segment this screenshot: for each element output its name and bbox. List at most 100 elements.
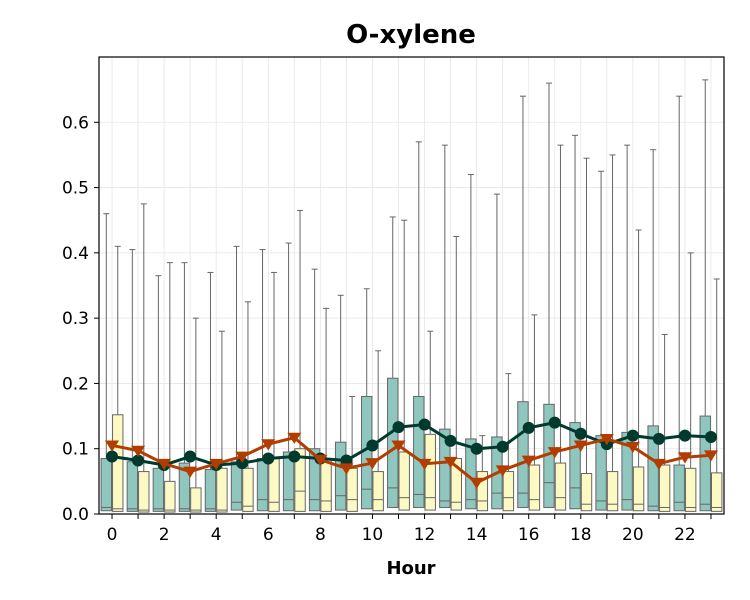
box-series0-hour2: [152, 275, 165, 512]
boxplots: [100, 79, 723, 513]
mean-point-series0: [418, 418, 431, 431]
mean-point-series0: [184, 450, 197, 463]
mean-point-series0: [392, 421, 405, 434]
box: [424, 433, 436, 511]
box-series0-hour4: [204, 271, 217, 512]
x-tick-label: 18: [570, 525, 592, 545]
mean-point-series1: [495, 465, 510, 477]
mean-point-series0: [366, 439, 379, 452]
mean-line-series1: [111, 436, 712, 485]
x-tick-label: 14: [466, 525, 488, 545]
box-series1-hour16: [528, 314, 541, 511]
box: [684, 467, 697, 512]
x-tick-label: 0: [107, 525, 118, 545]
box: [334, 441, 347, 511]
box-series0-hour0: [100, 213, 113, 512]
box-series0-hour14: [465, 174, 477, 510]
mean-point-series1: [651, 458, 666, 471]
y-tick-label: 0.1: [62, 440, 89, 460]
mean-point-series1: [677, 452, 692, 464]
box: [606, 471, 619, 512]
mean-point-series1: [573, 440, 588, 452]
box: [528, 464, 541, 511]
box-series0-hour1: [126, 249, 139, 512]
box: [398, 451, 410, 511]
plot-frame: [98, 56, 725, 515]
box: [204, 469, 217, 512]
box-series0-hour16: [517, 95, 529, 508]
box-series1-hour6: [268, 271, 280, 512]
mean-point-series0: [132, 454, 145, 467]
box-series1-hour23: [711, 278, 723, 512]
x-tick-label: 12: [414, 525, 436, 545]
box-series1-hour19: [606, 154, 619, 512]
mean-point-series1: [287, 432, 302, 444]
box-series1-hour8: [320, 307, 332, 512]
box-series0-hour20: [621, 144, 633, 511]
box-series0-hour18: [569, 134, 581, 510]
y-tick-label: 0.6: [62, 113, 89, 133]
mean-point-series1: [131, 445, 146, 457]
box-series0-hour12: [413, 141, 425, 508]
box-series0-hour19: [595, 170, 607, 511]
mean-point-series0: [236, 457, 249, 470]
box: [502, 471, 515, 512]
box-series0-hour7: [282, 242, 295, 512]
box-series0-hour11: [387, 216, 399, 508]
mean-point-series1: [339, 463, 354, 475]
box: [268, 458, 280, 512]
box-series0-hour8: [308, 268, 321, 512]
box: [308, 448, 321, 512]
box: [476, 471, 489, 512]
box: [242, 467, 254, 512]
box: [152, 467, 165, 512]
box-series0-hour9: [334, 294, 347, 511]
box-series1-hour10: [372, 350, 384, 512]
box-series1-hour17: [554, 144, 567, 511]
box-series0-hour23: [699, 79, 711, 512]
box-series0-hour22: [673, 95, 685, 512]
box: [112, 414, 124, 512]
box: [100, 458, 113, 512]
mean-point-series0: [444, 434, 457, 447]
mean-point-series0: [470, 442, 483, 455]
box: [517, 401, 529, 508]
mean-point-series0: [704, 430, 717, 443]
mean-point-series1: [547, 447, 562, 459]
mean-point-series1: [703, 450, 718, 462]
mean-point-series1: [365, 458, 380, 470]
x-tick-label: 10: [362, 525, 384, 545]
box-series1-hour1: [138, 203, 150, 513]
box: [372, 471, 384, 512]
box: [439, 428, 451, 508]
box: [569, 422, 581, 510]
mean-point-series0: [548, 416, 561, 429]
y-tick-label: 0.4: [62, 244, 89, 264]
x-axis-label: Hour: [386, 558, 435, 579]
x-tick-label: 20: [622, 525, 644, 545]
y-tick-label: 0.0: [62, 505, 89, 525]
box: [230, 461, 243, 511]
box: [190, 487, 202, 513]
box: [621, 431, 633, 511]
mean-point-series1: [599, 434, 614, 446]
mean-point-series0: [522, 421, 535, 434]
mean-point-series0: [678, 429, 691, 442]
mean-point-series1: [625, 441, 640, 454]
box: [554, 462, 567, 511]
box: [138, 471, 150, 513]
mean-point-series1: [521, 455, 536, 467]
box: [178, 462, 191, 512]
x-tick-label: 16: [518, 525, 540, 545]
box: [294, 448, 306, 512]
box: [346, 467, 358, 512]
box-series1-hour4: [216, 330, 228, 513]
box-series1-hour7: [294, 209, 306, 512]
mean-point-series0: [626, 429, 639, 442]
box: [126, 461, 139, 512]
mean-point-series1: [417, 458, 432, 471]
box-series1-hour2: [164, 262, 176, 513]
x-tick-label: 22: [674, 525, 696, 545]
box: [282, 451, 295, 512]
